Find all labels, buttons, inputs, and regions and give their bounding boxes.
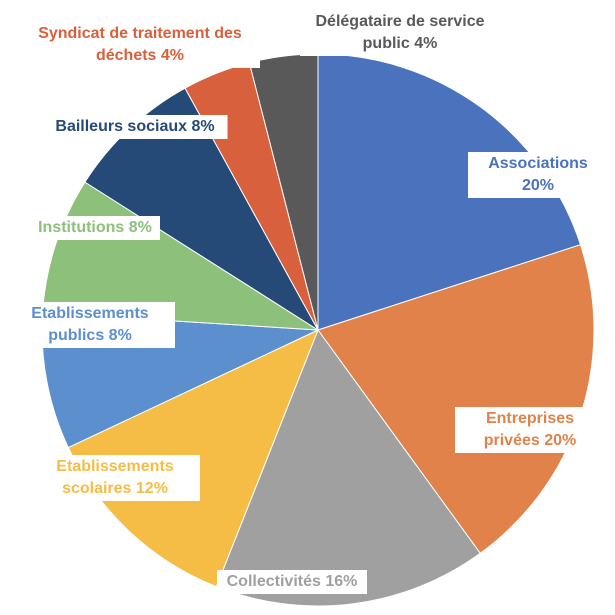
slice-label: Collectivités 16% (217, 570, 367, 594)
value-label: 12% (135, 480, 168, 497)
value-label: 20% (544, 432, 577, 449)
slice-label: Etablissements scolaires 12% (30, 455, 200, 501)
value-label: 4% (160, 47, 185, 64)
value-label: 8% (191, 118, 215, 135)
pie-slice (215, 328, 481, 607)
category-name: Bailleurs sociaux (55, 118, 188, 135)
value-label: 8% (128, 219, 152, 236)
category-name: Etablissements scolaires (56, 458, 174, 497)
slice-label: Associations 20% (468, 152, 608, 198)
category-name: Etablissements publics (31, 305, 149, 344)
slice-label: Syndicat de traitement des déchets 4% (20, 22, 260, 68)
category-name: Associations (488, 155, 588, 172)
value-label: 4% (414, 35, 438, 52)
value-label: 8% (108, 327, 132, 344)
category-name: Collectivités (226, 573, 321, 590)
slice-label: Entreprises privées 20% (455, 407, 605, 453)
category-name: Institutions (38, 219, 125, 236)
category-name: Syndicat de traitement des déchets (38, 25, 242, 64)
slice-label: Institutions 8% (30, 216, 160, 240)
value-label: 20% (521, 177, 555, 194)
category-name: Délégataire de service public (315, 13, 485, 52)
category-name: Entreprises privées (483, 410, 575, 449)
pie-slice (317, 53, 582, 331)
slice-label: Délégataire de service public 4% (300, 10, 500, 56)
slice-label: Bailleurs sociaux 8% (42, 115, 228, 139)
value-label: 16% (325, 573, 358, 590)
slice-label: Etablissements publics 8% (5, 302, 175, 348)
